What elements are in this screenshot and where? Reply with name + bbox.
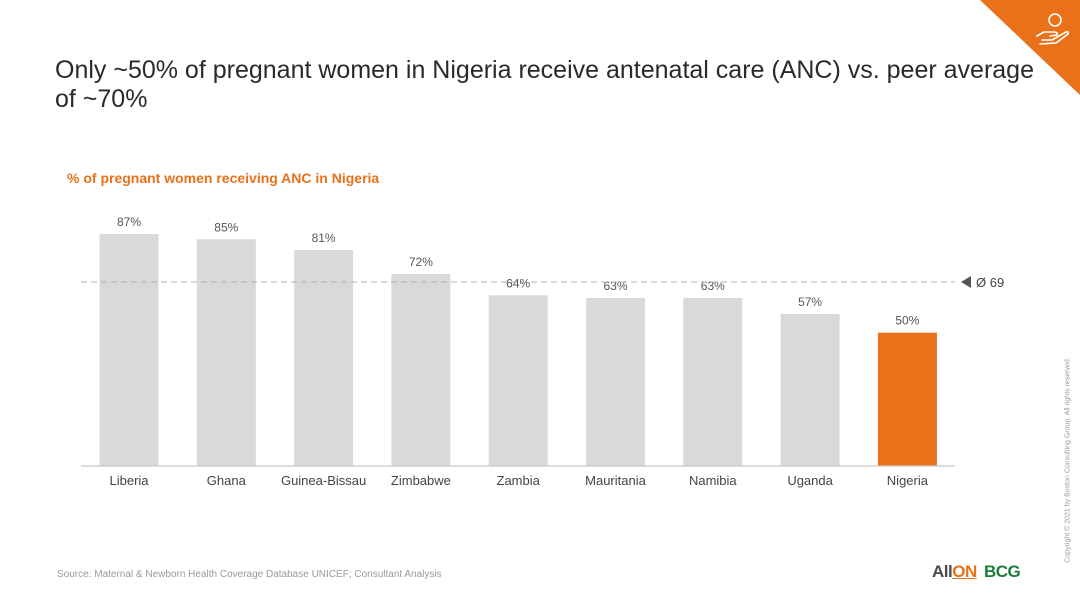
corner-badge bbox=[980, 0, 1080, 95]
chart-title: % of pregnant women receiving ANC in Nig… bbox=[67, 170, 380, 186]
bar-namibia bbox=[683, 298, 743, 466]
data-label: 63% bbox=[603, 279, 627, 293]
data-label: 57% bbox=[798, 295, 822, 309]
bar-mauritania bbox=[586, 298, 645, 466]
allon-logo: AllON bbox=[932, 562, 977, 581]
category-label: Guinea-Bissau bbox=[281, 473, 366, 488]
slide-title: Only ~50% of pregnant women in Nigeria r… bbox=[55, 56, 1034, 113]
reference-marker-icon bbox=[961, 276, 971, 288]
data-label: 81% bbox=[312, 231, 336, 245]
bar-zimbabwe bbox=[391, 274, 451, 466]
bar-zambia bbox=[488, 295, 548, 466]
category-label: Zambia bbox=[497, 473, 541, 488]
bar-liberia bbox=[99, 234, 159, 466]
data-label: 63% bbox=[701, 279, 725, 293]
copyright-text: Copyright © 2021 by Boston Consulting Gr… bbox=[1064, 357, 1072, 563]
category-label: Nigeria bbox=[887, 473, 929, 488]
bar-guinea-bissau bbox=[294, 250, 354, 466]
bar-nigeria bbox=[877, 332, 937, 466]
data-label: 64% bbox=[506, 276, 530, 290]
category-label: Namibia bbox=[689, 473, 737, 488]
category-label: Uganda bbox=[787, 473, 833, 488]
reference-label: Ø 69 bbox=[976, 275, 1004, 290]
data-label: 50% bbox=[895, 314, 919, 328]
category-label: Liberia bbox=[109, 473, 149, 488]
category-label: Zimbabwe bbox=[391, 473, 451, 488]
data-label: 85% bbox=[214, 220, 238, 234]
category-label: Mauritania bbox=[585, 473, 646, 488]
data-label: 87% bbox=[117, 215, 141, 229]
bar-uganda bbox=[780, 314, 840, 466]
bar-ghana bbox=[196, 239, 256, 466]
data-label: 72% bbox=[409, 255, 433, 269]
source-note: Source: Maternal & Newborn Health Covera… bbox=[57, 569, 442, 580]
category-label: Ghana bbox=[207, 473, 247, 488]
bcg-logo: BCG bbox=[984, 562, 1021, 581]
hand-holding-money-icon bbox=[1036, 13, 1070, 45]
